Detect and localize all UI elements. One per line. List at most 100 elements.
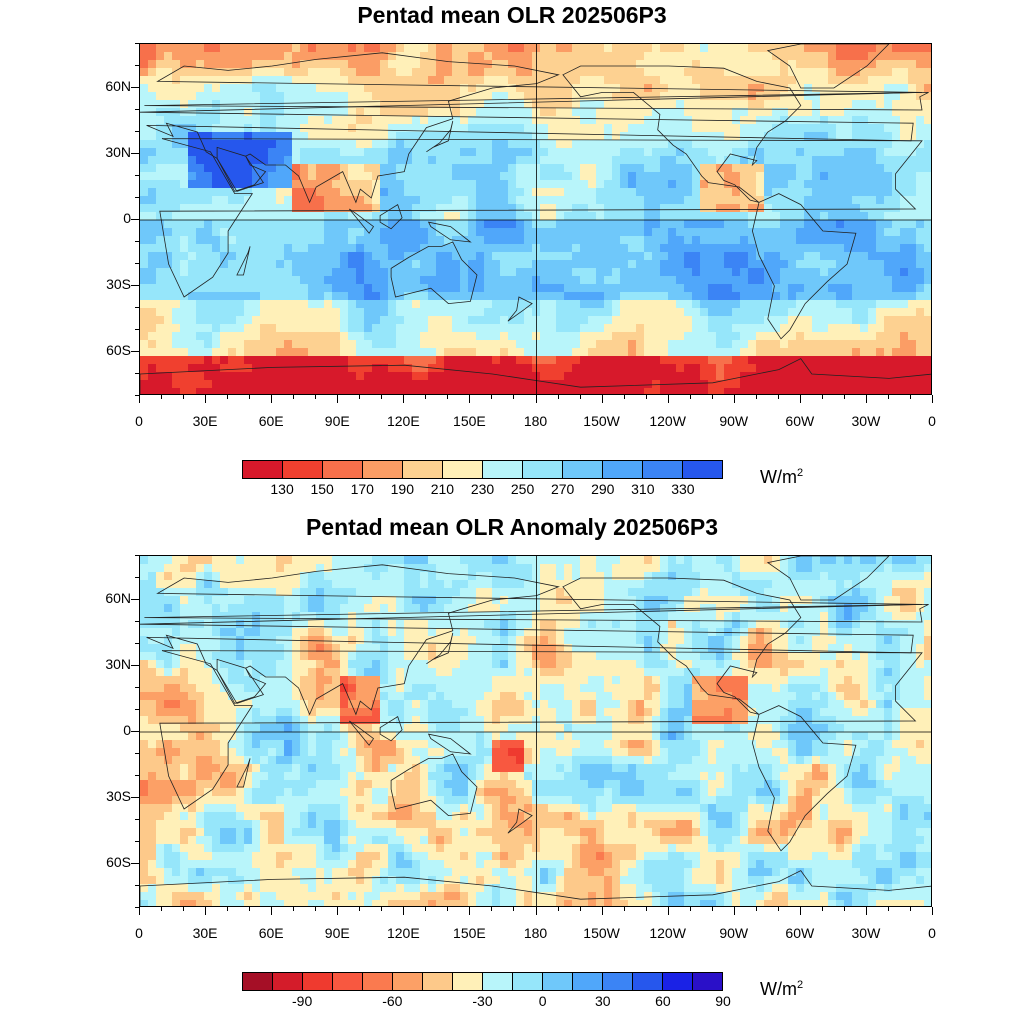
longitude-tick bbox=[403, 907, 405, 915]
longitude-minor-tick bbox=[887, 907, 889, 911]
colorbar-swatch bbox=[243, 461, 283, 478]
longitude-minor-tick bbox=[293, 395, 295, 399]
colorbar-swatch bbox=[523, 461, 563, 478]
longitude-minor-tick bbox=[469, 907, 471, 911]
longitude-tick bbox=[271, 907, 273, 915]
longitude-minor-tick bbox=[843, 907, 845, 911]
colorbar-swatch bbox=[633, 973, 663, 990]
longitude-tick bbox=[205, 395, 207, 403]
colorbar-swatch bbox=[393, 973, 423, 990]
coastlines bbox=[140, 44, 931, 394]
longitude-tick-label: 90E bbox=[324, 925, 350, 941]
latitude-minor-tick bbox=[135, 263, 139, 264]
longitude-minor-tick bbox=[865, 907, 867, 911]
longitude-tick bbox=[535, 907, 537, 915]
latitude-minor-tick bbox=[135, 555, 139, 556]
longitude-tick-label: 150W bbox=[583, 925, 620, 941]
colorbar-swatch bbox=[243, 973, 273, 990]
colorbar-swatch bbox=[283, 461, 323, 478]
longitude-minor-tick bbox=[799, 395, 801, 399]
colorbar-tick-label: -90 bbox=[292, 993, 313, 1009]
latitude-tick-label: 30N bbox=[105, 656, 131, 672]
longitude-minor-tick bbox=[359, 907, 361, 911]
longitude-minor-tick bbox=[403, 907, 405, 911]
latitude-tick-label: 30S bbox=[106, 276, 131, 292]
colorbar-swatch bbox=[323, 461, 363, 478]
colorbar-swatch bbox=[453, 973, 483, 990]
latitude-minor-tick bbox=[135, 175, 139, 176]
olr-anomaly-panel: Pentad mean OLR Anomaly 202506P3 60N 30N 0… bbox=[0, 512, 1024, 1024]
longitude-minor-tick bbox=[623, 907, 625, 911]
longitude-minor-tick bbox=[227, 395, 229, 399]
longitude-minor-tick bbox=[139, 907, 140, 911]
longitude-tick-label: 0 bbox=[928, 925, 936, 941]
units-label: W/m2 bbox=[760, 467, 804, 487]
longitude-tick-label: 60E bbox=[258, 925, 284, 941]
latitude-minor-tick bbox=[135, 731, 139, 732]
colorbar-swatch bbox=[643, 461, 683, 478]
longitude-tick bbox=[469, 907, 471, 915]
longitude-minor-tick bbox=[755, 907, 757, 911]
longitude-tick-label: 180 bbox=[523, 925, 548, 941]
colorbar-swatch bbox=[423, 973, 453, 990]
longitude-minor-tick bbox=[909, 395, 911, 399]
longitude-minor-tick bbox=[205, 395, 207, 399]
colorbar-tick-label: 270 bbox=[550, 481, 575, 497]
latitude-tick-label: 30S bbox=[106, 788, 131, 804]
longitude-minor-tick bbox=[271, 907, 273, 911]
latitude-minor-tick bbox=[135, 285, 139, 286]
longitude-minor-tick bbox=[667, 907, 669, 911]
longitude-tick-label: 60W bbox=[785, 925, 815, 941]
colorbar-swatch bbox=[333, 973, 363, 990]
latitude-minor-tick bbox=[135, 753, 139, 754]
longitude-minor-tick bbox=[645, 907, 647, 911]
latitude-tick-label: 60S bbox=[106, 854, 131, 870]
longitude-minor-tick bbox=[821, 907, 823, 911]
latitude-minor-tick bbox=[135, 885, 139, 886]
units-label: W/m2 bbox=[760, 979, 804, 999]
longitude-minor-tick bbox=[315, 907, 317, 911]
latitude-minor-tick bbox=[135, 775, 139, 776]
latitude-minor-tick bbox=[135, 131, 139, 132]
latitude-tick-label: 60N bbox=[105, 78, 131, 94]
longitude-minor-tick bbox=[689, 395, 691, 399]
latitude-minor-tick bbox=[135, 65, 139, 66]
longitude-tick bbox=[535, 395, 537, 403]
colorbar-swatch bbox=[663, 973, 693, 990]
longitude-minor-tick bbox=[667, 395, 669, 399]
latitude-minor-tick bbox=[135, 819, 139, 820]
latitude-minor-tick bbox=[135, 709, 139, 710]
longitude-minor-tick bbox=[711, 907, 713, 911]
latitude-tick-label: 0 bbox=[123, 210, 131, 226]
latitude-minor-tick bbox=[135, 153, 139, 154]
colorbar-tick-label: 310 bbox=[631, 481, 655, 497]
latitude-minor-tick bbox=[135, 643, 139, 644]
longitude-tick bbox=[139, 395, 140, 403]
latitude-minor-tick bbox=[135, 329, 139, 330]
latitude-tick-label: 30N bbox=[105, 144, 131, 160]
longitude-tick bbox=[799, 907, 801, 915]
coastlines bbox=[140, 556, 931, 906]
longitude-tick-label: 60E bbox=[258, 413, 284, 429]
longitude-tick bbox=[799, 395, 801, 403]
latitude-minor-tick bbox=[135, 577, 139, 578]
colorbar-tick-label: 290 bbox=[591, 481, 615, 497]
longitude-minor-tick bbox=[491, 395, 493, 399]
longitude-tick-label: 30E bbox=[192, 925, 218, 941]
colorbar-tick-label: 170 bbox=[350, 481, 374, 497]
colorbar-swatch bbox=[563, 461, 603, 478]
longitude-minor-tick bbox=[139, 395, 140, 399]
colorbar-swatch bbox=[363, 461, 403, 478]
longitude-minor-tick bbox=[161, 907, 163, 911]
olr-mean-field bbox=[140, 44, 931, 394]
longitude-tick-label: 60W bbox=[785, 413, 815, 429]
longitude-minor-tick bbox=[183, 395, 185, 399]
colorbar-swatch bbox=[543, 973, 573, 990]
latitude-minor-tick bbox=[135, 665, 139, 666]
longitude-minor-tick bbox=[249, 907, 251, 911]
longitude-minor-tick bbox=[601, 395, 603, 399]
longitude-tick-label: 180 bbox=[523, 413, 548, 429]
longitude-minor-tick bbox=[601, 907, 603, 911]
longitude-minor-tick bbox=[755, 395, 757, 399]
longitude-tick bbox=[865, 907, 867, 915]
